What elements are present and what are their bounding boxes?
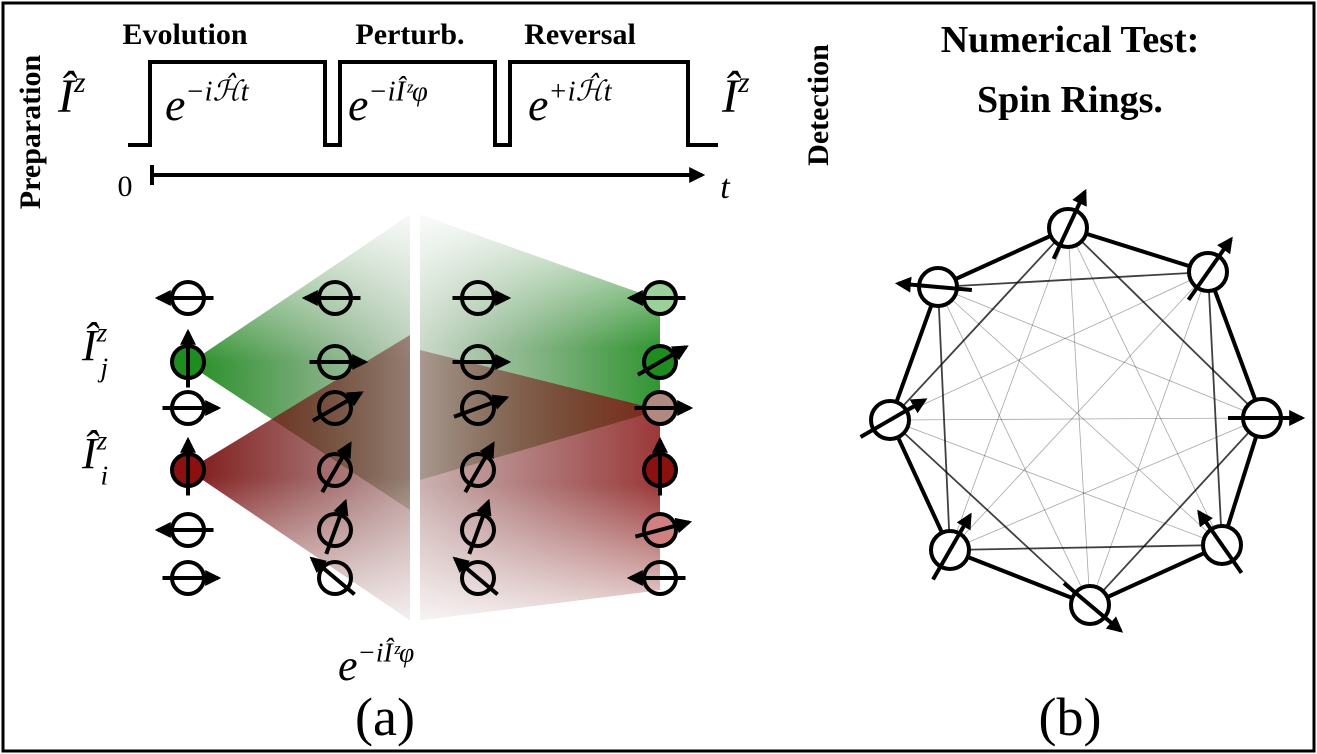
math-sup: −iÎᶻφ <box>358 638 415 668</box>
title: Numerical Test: <box>941 19 1200 61</box>
math-sup: z <box>96 426 108 456</box>
math-sub: i <box>100 461 108 491</box>
side-label: Detection <box>802 44 835 166</box>
stage-label: Perturb. <box>355 18 464 51</box>
math-sup: +iℋ̂t <box>548 72 612 107</box>
figure: Evolution Perturb. Reversal Preparation … <box>0 0 1317 754</box>
math-base: e <box>165 79 185 130</box>
math-sup: z <box>73 66 86 99</box>
math-base: e <box>338 641 358 690</box>
math-base: e <box>528 79 548 130</box>
time-end: t <box>720 169 731 206</box>
math-sup: z <box>96 318 108 348</box>
math-sup: z <box>737 66 750 99</box>
stage-label: Reversal <box>524 18 636 51</box>
math-sup: −iℋ̂t <box>185 72 249 107</box>
caption: (a) <box>355 687 415 747</box>
time-start: 0 <box>118 170 133 203</box>
math-sup: −iÎᶻφ <box>368 75 427 108</box>
stage-label: Evolution <box>122 18 247 51</box>
math-base: e <box>348 79 368 130</box>
title: Spin Rings. <box>977 79 1163 121</box>
caption: (b) <box>1039 687 1102 747</box>
side-label: Preparation <box>14 54 47 209</box>
